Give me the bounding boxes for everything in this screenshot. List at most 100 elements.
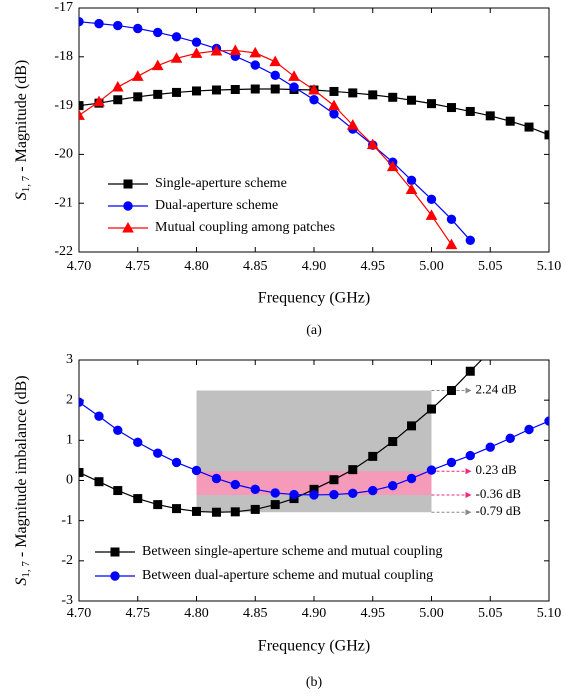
marker [79, 397, 84, 407]
marker [230, 84, 240, 94]
marker [427, 99, 436, 109]
x-tick-label: 5.10 [537, 259, 562, 274]
marker [524, 122, 534, 132]
arrow-head [465, 387, 472, 394]
marker [485, 442, 495, 452]
marker [446, 386, 456, 396]
marker [230, 479, 240, 490]
marker [446, 214, 457, 225]
x-tick-label: 5.05 [478, 259, 503, 274]
marker [486, 347, 494, 355]
marker [446, 103, 456, 113]
series-line [79, 360, 483, 513]
marker [171, 32, 182, 42]
x-tick-label: 4.95 [361, 259, 386, 274]
marker [79, 109, 85, 120]
y-label-text: - Magnitude imbalance (dB) [13, 375, 30, 561]
marker [170, 52, 183, 63]
marker [524, 424, 534, 435]
marker [465, 106, 475, 116]
marker [426, 194, 437, 204]
marker [388, 92, 398, 102]
y-label-text: - Magnitude (dB) [13, 60, 30, 176]
marker [329, 475, 339, 485]
x-tick-label: 4.80 [184, 606, 209, 621]
marker [79, 101, 84, 111]
marker [505, 433, 515, 444]
marker [111, 81, 124, 92]
y-tick-label: -17 [54, 0, 73, 15]
y-tick-label: -1 [61, 513, 73, 528]
marker [191, 465, 202, 476]
marker [250, 504, 260, 514]
marker [309, 490, 319, 500]
plot-area [79, 16, 549, 250]
arrow-head [465, 491, 472, 498]
marker [172, 504, 182, 514]
y-axis-label: S1, 7 - Magnitude imbalance (dB) [13, 375, 32, 585]
marker [328, 99, 340, 111]
y-axis-label: S1, 7 - Magnitude (dB) [13, 60, 32, 200]
arrow-head [465, 468, 472, 475]
marker [289, 489, 299, 500]
panel-label: (b) [306, 675, 323, 690]
x-tick-label: 5.00 [419, 259, 444, 274]
x-tick-label: 5.00 [419, 606, 444, 621]
arrow-head [465, 509, 472, 516]
marker [270, 84, 280, 94]
marker [348, 88, 358, 98]
x-tick-label: 4.85 [243, 606, 268, 621]
marker [485, 111, 495, 121]
marker [348, 465, 358, 475]
legend-marker [110, 571, 120, 581]
marker [368, 451, 378, 461]
y-tick-label: 3 [66, 352, 73, 367]
legend-label: Mutual coupling among patches [155, 220, 335, 235]
legend-marker [123, 201, 133, 211]
marker [133, 92, 143, 102]
x-tick-label: 4.75 [126, 259, 151, 274]
x-axis-label: Frequency (GHz) [258, 638, 370, 655]
marker [94, 477, 104, 487]
marker [210, 44, 223, 56]
annotation-label: 0.23 dB [476, 462, 518, 477]
marker [427, 404, 436, 414]
x-tick-label: 4.90 [302, 259, 327, 274]
y-tick-label: -3 [61, 593, 73, 608]
marker [211, 85, 221, 95]
marker [250, 84, 260, 94]
marker [368, 90, 378, 100]
y-tick-label: -21 [54, 195, 73, 210]
legend-marker [123, 179, 133, 189]
x-tick-label: 4.80 [184, 259, 209, 274]
legend-marker [122, 221, 134, 233]
marker [505, 116, 515, 126]
y-tick-label: -19 [54, 98, 73, 113]
marker [171, 457, 182, 468]
annotation-label: -0.79 dB [476, 503, 522, 518]
marker [153, 448, 163, 458]
y-label-symbol: S [13, 578, 30, 586]
legend-label: Single-aperture scheme [155, 176, 287, 191]
y-tick-label: -20 [54, 147, 73, 162]
marker [405, 183, 418, 195]
marker [465, 450, 475, 461]
x-tick-label: 5.05 [478, 606, 503, 621]
x-tick-label: 4.95 [361, 606, 386, 621]
marker [113, 95, 123, 105]
marker [191, 37, 202, 47]
marker [270, 488, 280, 498]
marker [94, 18, 104, 29]
marker [465, 235, 475, 245]
marker [133, 494, 143, 504]
marker [289, 82, 299, 92]
legend-label: Between dual-aperture scheme and mutual … [142, 568, 433, 583]
marker [368, 485, 378, 496]
marker [308, 83, 320, 95]
marker [544, 416, 549, 426]
marker [79, 16, 84, 27]
marker [407, 95, 417, 105]
marker [465, 366, 475, 376]
marker [113, 20, 123, 31]
